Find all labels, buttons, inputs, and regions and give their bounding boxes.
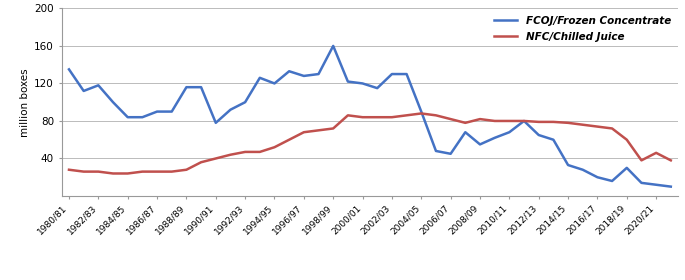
FCOJ/Frozen Concentrate (432, 149, 440, 153)
NFC/Chilled Juice (226, 153, 234, 157)
FCOJ/Frozen Concentrate (579, 168, 587, 171)
Legend: FCOJ/Frozen Concentrate, NFC/Chilled Juice: FCOJ/Frozen Concentrate, NFC/Chilled Jui… (490, 11, 675, 46)
FCOJ/Frozen Concentrate (593, 176, 601, 179)
FCOJ/Frozen Concentrate (241, 101, 249, 104)
NFC/Chilled Juice (417, 112, 425, 115)
FCOJ/Frozen Concentrate (95, 84, 103, 87)
NFC/Chilled Juice (476, 117, 484, 121)
NFC/Chilled Juice (314, 129, 323, 132)
FCOJ/Frozen Concentrate (652, 183, 660, 186)
FCOJ/Frozen Concentrate (109, 101, 117, 104)
FCOJ/Frozen Concentrate (123, 116, 132, 119)
FCOJ/Frozen Concentrate (534, 133, 543, 137)
NFC/Chilled Juice (667, 159, 675, 162)
NFC/Chilled Juice (271, 146, 279, 149)
NFC/Chilled Juice (564, 121, 572, 125)
NFC/Chilled Juice (593, 125, 601, 128)
FCOJ/Frozen Concentrate (520, 119, 528, 123)
NFC/Chilled Juice (388, 116, 396, 119)
FCOJ/Frozen Concentrate (403, 73, 411, 76)
FCOJ/Frozen Concentrate (358, 82, 366, 85)
FCOJ/Frozen Concentrate (212, 121, 220, 125)
FCOJ/Frozen Concentrate (65, 68, 73, 71)
FCOJ/Frozen Concentrate (447, 152, 455, 155)
NFC/Chilled Juice (608, 127, 616, 130)
NFC/Chilled Juice (623, 138, 631, 141)
Line: FCOJ/Frozen Concentrate: FCOJ/Frozen Concentrate (69, 46, 671, 186)
FCOJ/Frozen Concentrate (637, 181, 645, 185)
FCOJ/Frozen Concentrate (608, 179, 616, 183)
NFC/Chilled Juice (182, 168, 190, 171)
FCOJ/Frozen Concentrate (197, 85, 205, 89)
FCOJ/Frozen Concentrate (182, 85, 190, 89)
NFC/Chilled Juice (549, 120, 558, 123)
FCOJ/Frozen Concentrate (226, 108, 234, 111)
NFC/Chilled Juice (212, 157, 220, 160)
NFC/Chilled Juice (256, 150, 264, 154)
FCOJ/Frozen Concentrate (153, 110, 161, 113)
NFC/Chilled Juice (461, 121, 469, 125)
FCOJ/Frozen Concentrate (388, 73, 396, 76)
FCOJ/Frozen Concentrate (256, 76, 264, 80)
NFC/Chilled Juice (534, 120, 543, 123)
FCOJ/Frozen Concentrate (506, 130, 514, 134)
NFC/Chilled Juice (637, 159, 645, 162)
NFC/Chilled Juice (95, 170, 103, 173)
NFC/Chilled Juice (447, 117, 455, 121)
FCOJ/Frozen Concentrate (329, 44, 337, 48)
NFC/Chilled Juice (65, 168, 73, 171)
FCOJ/Frozen Concentrate (373, 87, 382, 90)
NFC/Chilled Juice (432, 114, 440, 117)
FCOJ/Frozen Concentrate (490, 136, 499, 139)
FCOJ/Frozen Concentrate (285, 69, 293, 73)
FCOJ/Frozen Concentrate (667, 185, 675, 188)
NFC/Chilled Juice (490, 119, 499, 123)
FCOJ/Frozen Concentrate (476, 143, 484, 146)
FCOJ/Frozen Concentrate (344, 80, 352, 83)
NFC/Chilled Juice (109, 172, 117, 175)
NFC/Chilled Juice (285, 138, 293, 141)
NFC/Chilled Juice (300, 130, 308, 134)
NFC/Chilled Juice (168, 170, 176, 173)
NFC/Chilled Juice (197, 160, 205, 164)
NFC/Chilled Juice (652, 151, 660, 155)
FCOJ/Frozen Concentrate (564, 163, 572, 167)
NFC/Chilled Juice (138, 170, 147, 173)
NFC/Chilled Juice (506, 119, 514, 123)
FCOJ/Frozen Concentrate (417, 110, 425, 113)
FCOJ/Frozen Concentrate (138, 116, 147, 119)
FCOJ/Frozen Concentrate (168, 110, 176, 113)
FCOJ/Frozen Concentrate (314, 73, 323, 76)
FCOJ/Frozen Concentrate (623, 166, 631, 169)
NFC/Chilled Juice (579, 123, 587, 126)
NFC/Chilled Juice (344, 114, 352, 117)
NFC/Chilled Juice (358, 116, 366, 119)
FCOJ/Frozen Concentrate (79, 89, 88, 93)
NFC/Chilled Juice (329, 127, 337, 130)
FCOJ/Frozen Concentrate (271, 82, 279, 85)
Line: NFC/Chilled Juice: NFC/Chilled Juice (69, 113, 671, 174)
NFC/Chilled Juice (373, 116, 382, 119)
NFC/Chilled Juice (79, 170, 88, 173)
NFC/Chilled Juice (123, 172, 132, 175)
FCOJ/Frozen Concentrate (461, 130, 469, 134)
NFC/Chilled Juice (403, 114, 411, 117)
NFC/Chilled Juice (153, 170, 161, 173)
Y-axis label: million boxes: million boxes (20, 68, 30, 137)
FCOJ/Frozen Concentrate (300, 74, 308, 78)
NFC/Chilled Juice (241, 150, 249, 154)
NFC/Chilled Juice (520, 119, 528, 123)
FCOJ/Frozen Concentrate (549, 138, 558, 141)
